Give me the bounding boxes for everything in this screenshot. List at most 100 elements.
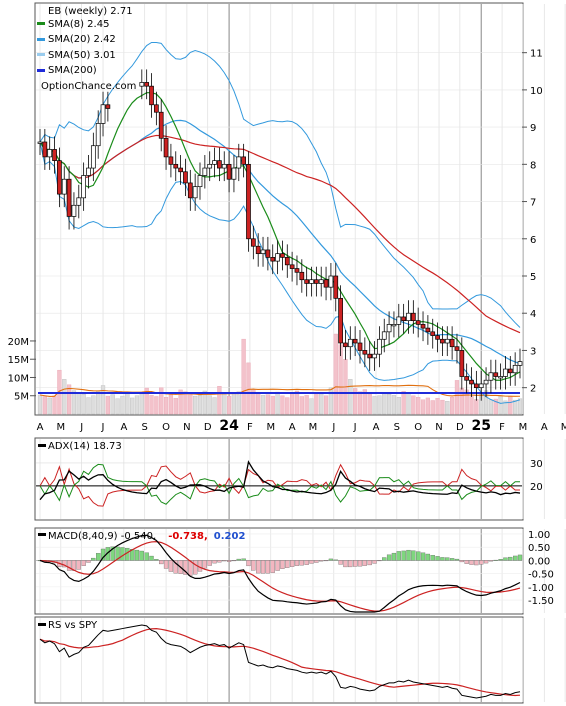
macd-histogram-bar (183, 560, 188, 575)
macd-line (39, 534, 521, 613)
volume-bar (430, 400, 435, 415)
candle-body (144, 82, 150, 87)
macd-histogram-bar (338, 560, 343, 565)
volume-bar (76, 392, 81, 415)
adx-tick-label: 20 (530, 482, 543, 493)
volume-bar (493, 398, 498, 415)
month-label: J (353, 422, 357, 433)
volume-bar (188, 394, 193, 415)
month-label: M (519, 422, 528, 433)
macd-histogram-bar (357, 560, 363, 567)
macd-histogram-bar (459, 560, 464, 563)
candle-body (255, 245, 261, 255)
candle-body (333, 275, 339, 299)
volume-bar (280, 395, 285, 415)
macd-histogram-bar (134, 549, 140, 561)
macd-histogram-bar (217, 560, 222, 563)
price-tick-label: 4 (530, 309, 536, 320)
macd-histogram-bar (100, 548, 106, 561)
volume-bar (130, 397, 135, 415)
candle-body (425, 327, 431, 333)
volume-bar (425, 397, 430, 415)
candle-body (168, 156, 174, 165)
price-y-axis: 2 3 4 5 6 7 8 9 10 11 (522, 49, 543, 395)
adx-line (39, 460, 521, 501)
candle-body (221, 163, 227, 169)
volume-bar (71, 390, 77, 415)
candle-body (139, 82, 145, 87)
macd-histogram-bar (86, 560, 91, 563)
volume-bar (474, 399, 479, 415)
volume-bar (231, 392, 237, 415)
macd-histogram-bar (440, 557, 445, 561)
volume-bar (503, 400, 508, 415)
macd-histogram-bar (493, 559, 498, 561)
price-panel: 2 3 4 5 6 7 8 9 10 11 5M 10M 15M 20M EB (weekly) 2.7… (8, 2, 566, 416)
price-tick-label: 8 (530, 160, 536, 171)
candle-body (464, 376, 470, 381)
price-tick-label: 10 (530, 86, 543, 97)
candle-body (343, 342, 348, 348)
volume-bar (382, 392, 387, 415)
macd-histogram-bar (149, 555, 154, 561)
macd-histogram-bar (163, 560, 169, 569)
macd-histogram-bar (231, 560, 237, 562)
candle-body (430, 331, 436, 336)
candle-body (483, 379, 489, 385)
volume-bar (367, 393, 372, 415)
volume-bar (173, 398, 178, 415)
candle-body (357, 342, 363, 351)
candle-body (47, 149, 53, 158)
volume-bar (236, 391, 241, 415)
candle-body (396, 316, 402, 325)
macd-histogram-bar (464, 560, 469, 564)
macd-histogram-bar (241, 558, 246, 561)
legend-swatch-sma200 (37, 69, 45, 72)
candle-body (149, 85, 154, 106)
month-label: D (456, 422, 464, 433)
volume-bar (401, 391, 406, 415)
volume-bar (508, 396, 513, 415)
candle-body (183, 171, 188, 184)
macd-histogram-bar (168, 560, 174, 572)
candle-body (275, 253, 280, 262)
volume-bar (163, 397, 169, 415)
macd-histogram (37, 546, 523, 576)
month-label: J (331, 422, 335, 433)
macd-histogram-bar (391, 552, 397, 561)
macd-y-axis: 1.00 0.50 0.00 -0.50 -1.00 -1.50 (528, 530, 554, 607)
volume-bar (454, 380, 460, 415)
macd-histogram-bar (144, 552, 149, 561)
candle-body (503, 368, 508, 377)
x-axis-month-labels: AMJJASOND24FMAMJJASOND25FMAMJ (37, 418, 566, 434)
macd-histogram-bar (401, 550, 406, 561)
candle-body (231, 167, 237, 180)
legend-item-sma8: SMA(8) 2.45 (37, 19, 109, 30)
volume-bar (256, 393, 261, 415)
macd-histogram-bar (222, 560, 227, 562)
macd-tick-label: 0.50 (528, 543, 550, 554)
macd-histogram-bar (372, 560, 377, 564)
volume-bar (372, 396, 377, 415)
macd-tick-label: 0.00 (528, 556, 550, 567)
macd-histogram-bar (207, 560, 212, 566)
month-label: D (204, 422, 212, 433)
month-label: 24 (219, 418, 239, 434)
candle-body (158, 111, 164, 139)
candle-body (154, 104, 159, 113)
volume-bar (42, 396, 47, 415)
volume-bar (183, 391, 188, 415)
macd-histogram-bar (406, 549, 411, 561)
price-candles (37, 69, 523, 401)
month-label: O (162, 422, 170, 433)
volume-y-axis: 5M 10M 15M 20M (8, 337, 36, 403)
volume-bar (52, 395, 57, 415)
candle-body (265, 249, 271, 258)
candle-body (217, 160, 222, 169)
macd-histogram-bar (416, 551, 421, 561)
macd-histogram-bar (386, 554, 392, 561)
macd-tick-label: -1.50 (528, 596, 554, 607)
rs-line (39, 624, 521, 699)
macd-histogram-bar (382, 557, 387, 561)
month-label: A (373, 422, 380, 433)
